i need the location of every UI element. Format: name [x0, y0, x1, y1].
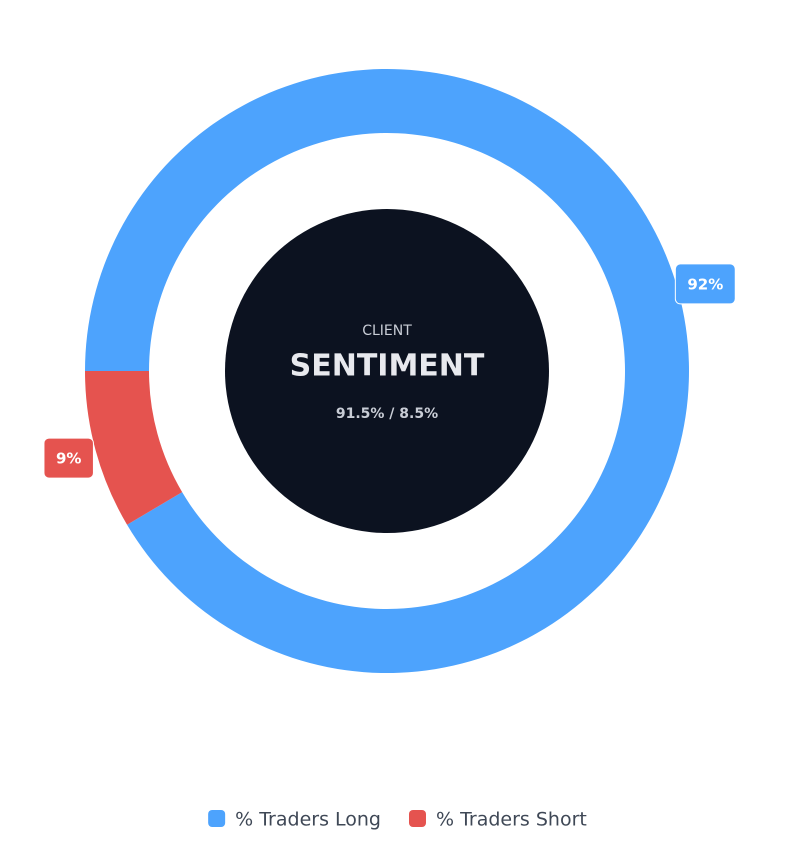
- data-label: 92%: [674, 263, 736, 305]
- data-label-box: [674, 263, 736, 305]
- center-detail: 91.5% / 8.5%: [336, 406, 438, 422]
- legend-swatch: [208, 810, 226, 827]
- data-label: 9%: [43, 437, 94, 479]
- legend-swatch: [408, 810, 426, 827]
- center-title: SENTIMENT: [290, 349, 485, 384]
- center-disc: [225, 209, 549, 533]
- legend-label: % Traders Short: [436, 809, 587, 831]
- center-label: CLIENT: [362, 323, 412, 339]
- donut-slice: [85, 371, 183, 525]
- data-label-text: 92%: [687, 275, 723, 293]
- data-label-text: 9%: [56, 450, 81, 468]
- legend-label: % Traders Long: [235, 809, 381, 831]
- legend: % Traders Long % Traders Short: [208, 809, 587, 831]
- data-label-box: [43, 437, 94, 479]
